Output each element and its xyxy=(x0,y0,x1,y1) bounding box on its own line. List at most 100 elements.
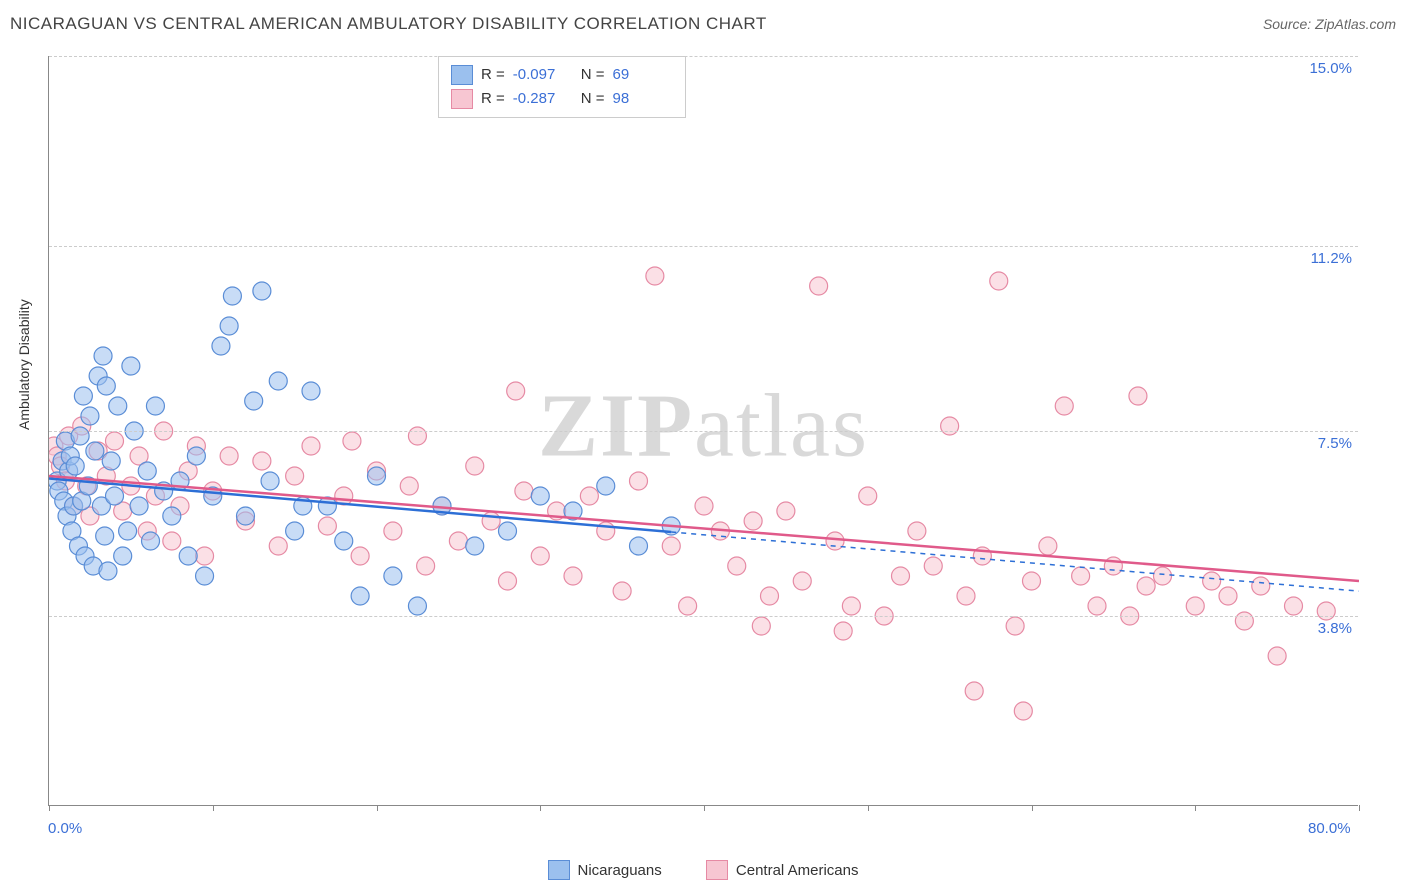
data-point xyxy=(810,277,828,295)
data-point xyxy=(351,547,369,565)
series-legend: Nicaraguans Central Americans xyxy=(0,860,1406,884)
data-point xyxy=(220,317,238,335)
data-point xyxy=(924,557,942,575)
data-point xyxy=(212,337,230,355)
data-point xyxy=(1252,577,1270,595)
data-point xyxy=(269,537,287,555)
data-point xyxy=(1154,567,1172,585)
x-tick xyxy=(704,805,705,811)
data-point xyxy=(335,532,353,550)
source-label: Source: ZipAtlas.com xyxy=(1263,16,1396,32)
r-label: R = xyxy=(481,63,505,87)
data-point xyxy=(196,547,214,565)
data-point xyxy=(400,477,418,495)
data-point xyxy=(646,267,664,285)
data-point xyxy=(965,682,983,700)
data-point xyxy=(1088,597,1106,615)
data-point xyxy=(138,462,156,480)
legend-row-2: R = -0.287 N = 98 xyxy=(451,87,673,111)
data-point xyxy=(384,567,402,585)
data-point xyxy=(630,537,648,555)
n-label: N = xyxy=(581,87,605,111)
legend-label-1: Nicaraguans xyxy=(578,862,662,879)
grid-line xyxy=(49,56,1358,57)
data-point xyxy=(109,397,127,415)
data-point xyxy=(1203,572,1221,590)
legend-item-nicaraguans: Nicaraguans xyxy=(548,860,662,880)
data-point xyxy=(515,482,533,500)
data-point xyxy=(1023,572,1041,590)
data-point xyxy=(223,287,241,305)
data-point xyxy=(302,382,320,400)
data-point xyxy=(1235,612,1253,630)
data-point xyxy=(97,377,115,395)
data-point xyxy=(1129,387,1147,405)
x-min-label: 0.0% xyxy=(48,820,82,837)
data-point xyxy=(580,487,598,505)
y-axis-label: Ambulatory Disability xyxy=(16,299,32,430)
data-point xyxy=(1186,597,1204,615)
x-tick xyxy=(1195,805,1196,811)
data-point xyxy=(728,557,746,575)
x-max-label: 80.0% xyxy=(1308,820,1351,837)
data-point xyxy=(343,432,361,450)
data-point xyxy=(679,597,697,615)
data-point xyxy=(1317,602,1335,620)
r-value-2: -0.287 xyxy=(513,87,573,111)
swatch-central-americans xyxy=(706,860,728,880)
data-point xyxy=(761,587,779,605)
n-value-1: 69 xyxy=(613,63,673,87)
data-point xyxy=(245,392,263,410)
legend-item-central-americans: Central Americans xyxy=(706,860,859,880)
data-point xyxy=(892,567,910,585)
data-point xyxy=(957,587,975,605)
data-point xyxy=(466,537,484,555)
data-point xyxy=(417,557,435,575)
data-point xyxy=(163,507,181,525)
x-tick xyxy=(540,805,541,811)
data-point xyxy=(196,567,214,585)
data-point xyxy=(66,457,84,475)
data-point xyxy=(261,472,279,490)
data-point xyxy=(1055,397,1073,415)
data-point xyxy=(466,457,484,475)
x-tick xyxy=(377,805,378,811)
y-tick-label: 3.8% xyxy=(1318,620,1352,637)
data-point xyxy=(695,497,713,515)
data-point xyxy=(408,597,426,615)
data-point xyxy=(990,272,1008,290)
data-point xyxy=(597,477,615,495)
data-point xyxy=(1268,647,1286,665)
title-bar: NICARAGUAN VS CENTRAL AMERICAN AMBULATOR… xyxy=(10,14,1396,34)
data-point xyxy=(531,547,549,565)
data-point xyxy=(482,512,500,530)
x-tick xyxy=(213,805,214,811)
data-point xyxy=(119,522,137,540)
data-point xyxy=(146,397,164,415)
data-point xyxy=(408,427,426,445)
r-label: R = xyxy=(481,87,505,111)
swatch-central-americans xyxy=(451,89,473,109)
data-point xyxy=(941,417,959,435)
data-point xyxy=(96,527,114,545)
swatch-nicaraguans xyxy=(548,860,570,880)
data-point xyxy=(179,547,197,565)
x-tick xyxy=(1359,805,1360,811)
grid-line xyxy=(49,431,1358,432)
data-point xyxy=(220,447,238,465)
data-point xyxy=(71,427,89,445)
chart-container: NICARAGUAN VS CENTRAL AMERICAN AMBULATOR… xyxy=(0,0,1406,892)
data-point xyxy=(1285,597,1303,615)
data-point xyxy=(1137,577,1155,595)
x-tick xyxy=(49,805,50,811)
data-point xyxy=(752,617,770,635)
data-point xyxy=(106,487,124,505)
grid-line xyxy=(49,246,1358,247)
data-point xyxy=(86,442,104,460)
data-point xyxy=(130,497,148,515)
data-point xyxy=(1219,587,1237,605)
data-point xyxy=(1006,617,1024,635)
swatch-nicaraguans xyxy=(451,65,473,85)
r-value-1: -0.097 xyxy=(513,63,573,87)
data-point xyxy=(449,532,467,550)
